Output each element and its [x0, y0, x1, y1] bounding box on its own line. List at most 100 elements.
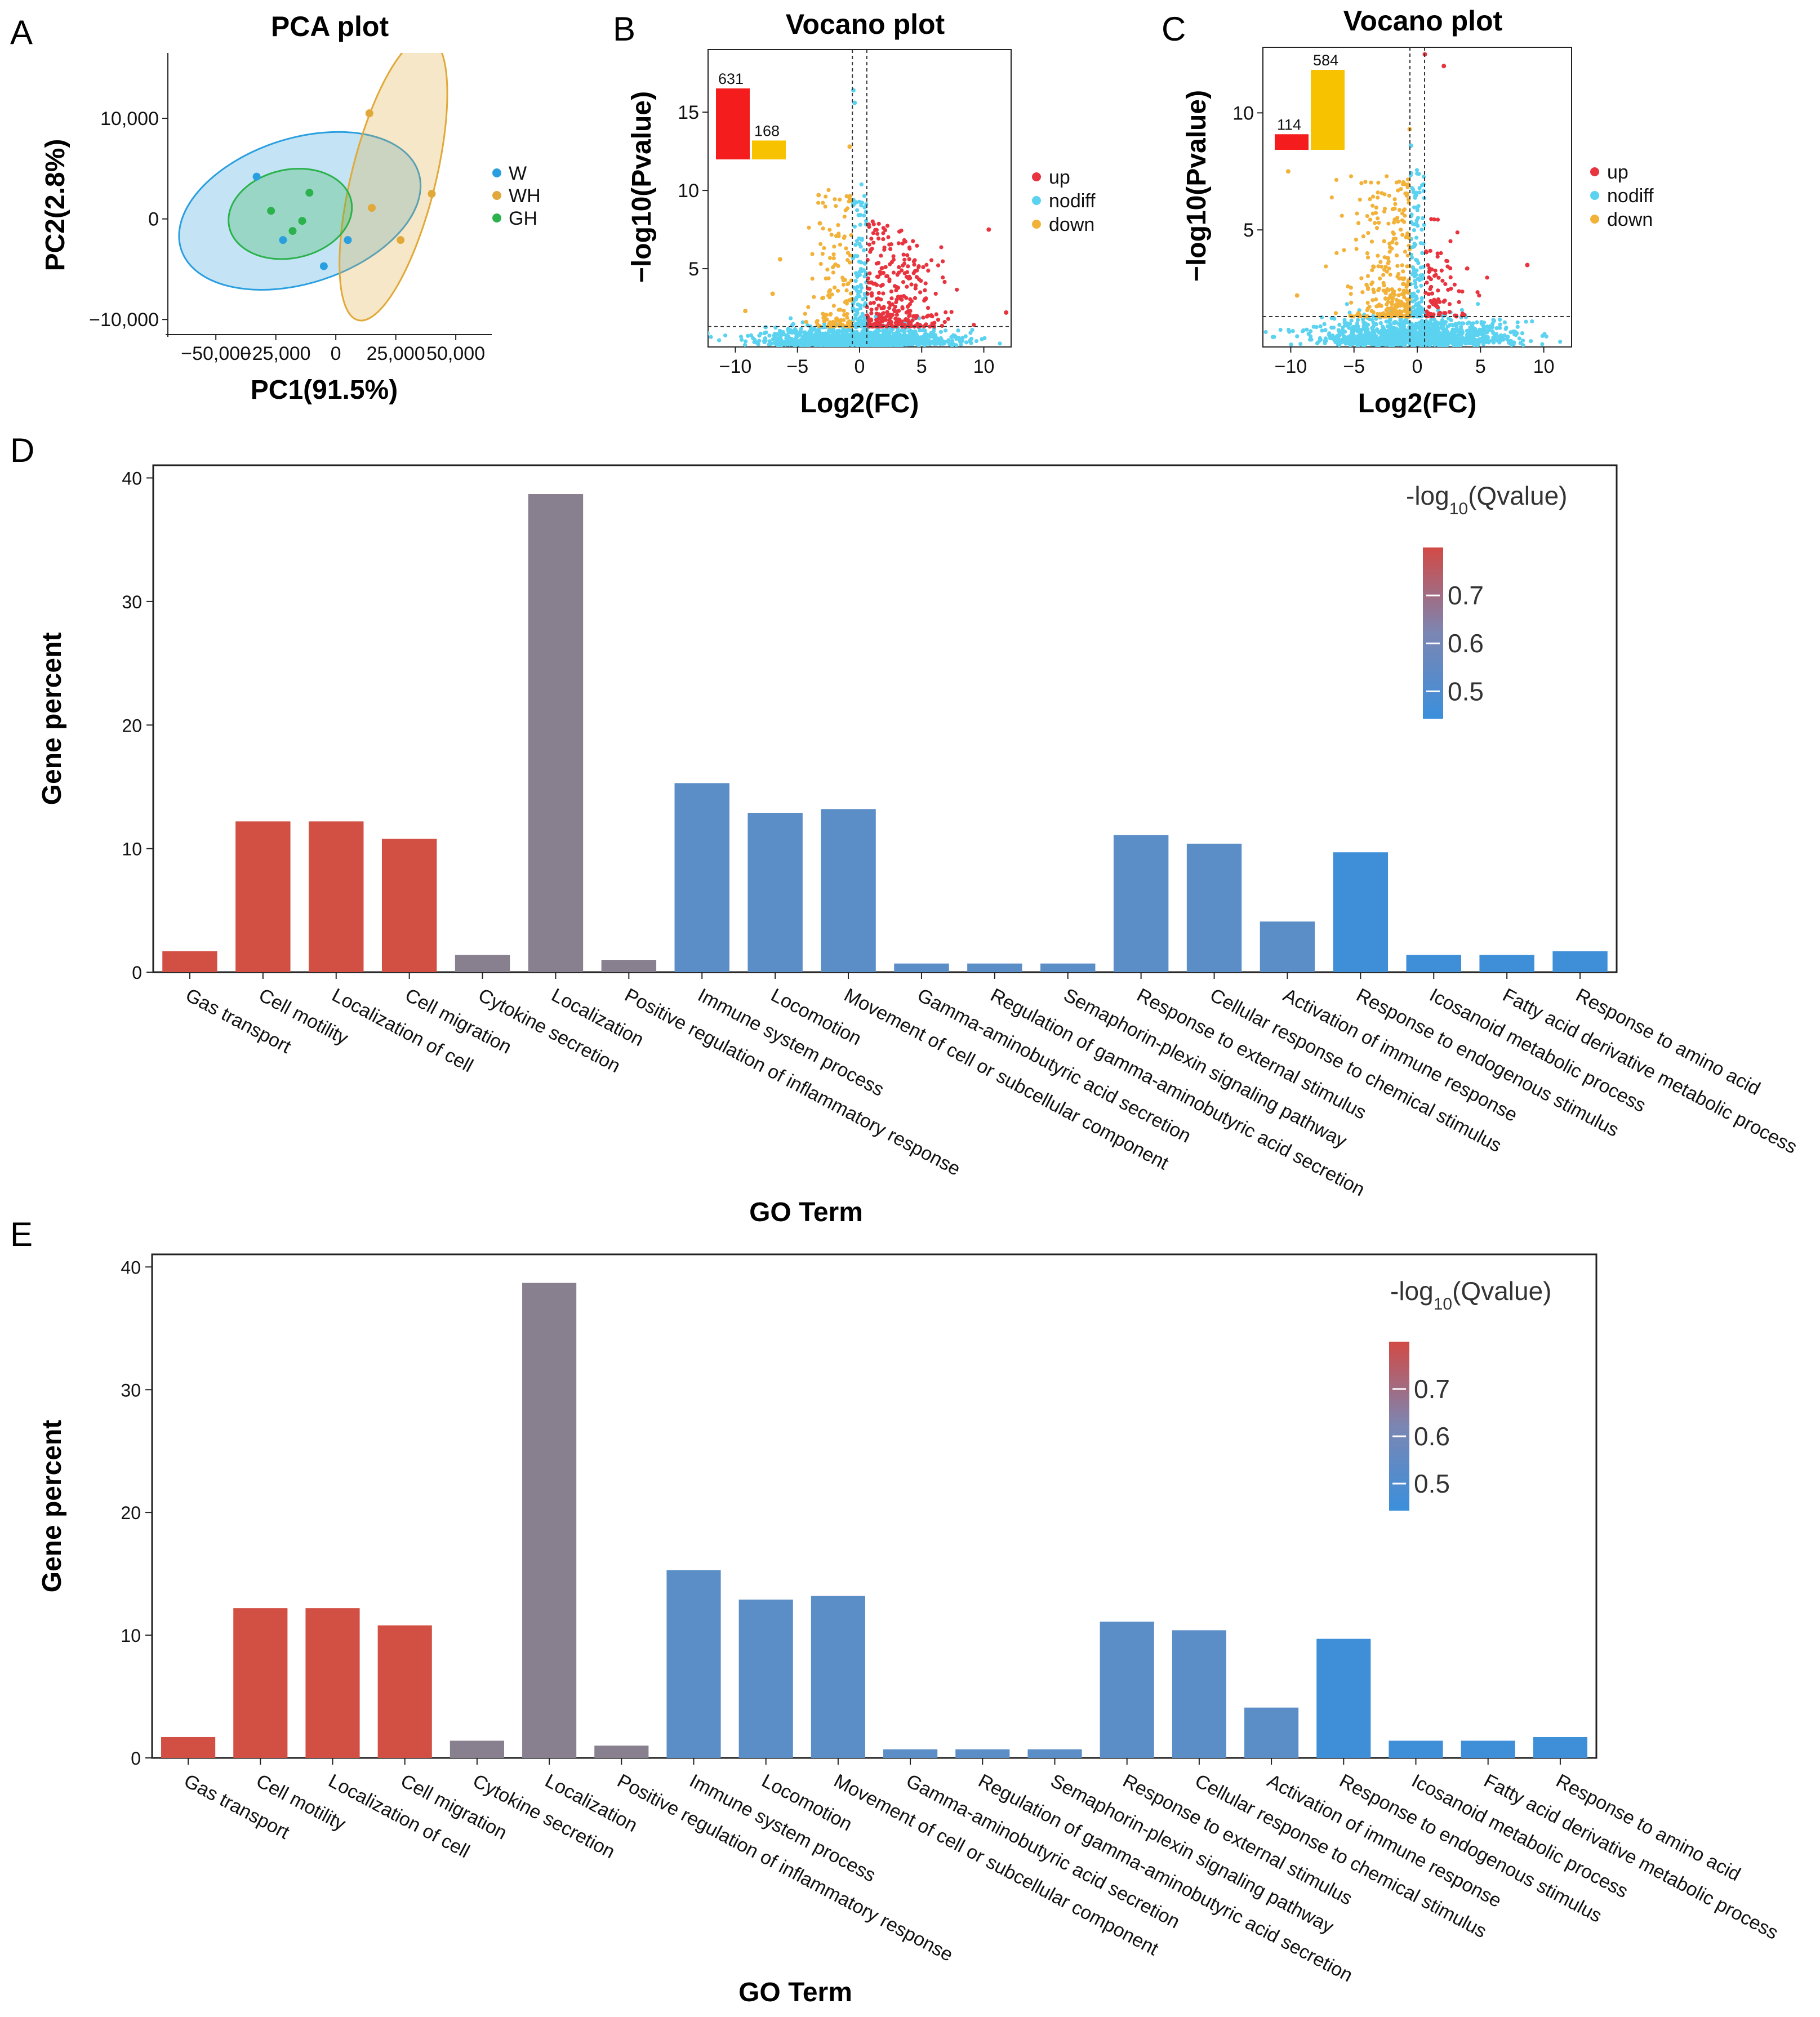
volcano-b-point-down: [803, 311, 807, 316]
volcano-b-point-up: [923, 281, 928, 286]
volcano-c-point-down: [1394, 180, 1399, 185]
pca-y-tick-label: −10,000: [89, 309, 159, 331]
go-e-bar: [594, 1746, 649, 1758]
volcano-c-point-down: [1384, 308, 1389, 313]
volcano-c-point-nodiff: [1413, 279, 1417, 283]
volcano-b-point-nodiff: [809, 333, 813, 337]
volcano-b-point-nodiff: [772, 341, 777, 345]
volcano-b-legend-key-up: [1032, 172, 1041, 181]
volcano-c-point-nodiff: [1498, 317, 1502, 322]
volcano-b-point-down: [838, 242, 843, 247]
go-d-colorbar-title-text: (Qvalue): [1468, 481, 1567, 510]
volcano-b-point-nodiff: [787, 342, 791, 346]
volcano-c-inset-bar-up: [1275, 134, 1309, 150]
volcano-c-point-nodiff: [1399, 334, 1404, 339]
volcano-c-points: [1263, 52, 1563, 347]
volcano-c-point-up: [1427, 275, 1431, 280]
volcano-c-point-nodiff: [1420, 251, 1425, 255]
volcano-b-point-nodiff: [855, 208, 860, 212]
volcano-b-point-nodiff: [860, 324, 864, 329]
volcano-c-point-down: [1360, 290, 1365, 295]
volcano-c-point-nodiff: [1413, 328, 1417, 332]
volcano-b-point-down: [841, 278, 846, 282]
go-d-bar: [162, 951, 217, 972]
pca-ellipse-wh: [339, 53, 448, 322]
volcano-c-point-nodiff: [1400, 337, 1404, 342]
volcano-b-point-down: [822, 319, 826, 323]
volcano-b-x-tick-label: −5: [786, 356, 808, 377]
volcano-c-point-down: [1393, 303, 1398, 308]
go-d-bar: [528, 494, 584, 972]
volcano-c-point-down: [1363, 180, 1368, 184]
volcano-c-point-nodiff: [1429, 318, 1434, 322]
volcano-b-point-nodiff: [840, 329, 845, 333]
volcano-c-point-nodiff: [1470, 326, 1474, 331]
volcano-c-point-highlight: [1525, 262, 1530, 268]
volcano-c-point-nodiff: [1435, 335, 1439, 339]
volcano-c-point-down: [1356, 221, 1361, 225]
volcano-b-point-nodiff: [964, 340, 969, 345]
volcano-c-point-down: [1401, 269, 1405, 274]
volcano-b-y-tick-label: 5: [688, 259, 699, 280]
volcano-b-point-nodiff: [858, 283, 863, 287]
volcano-c-point-down: [1376, 216, 1380, 221]
volcano-b-point-nodiff: [952, 342, 956, 347]
volcano-c-point-up: [1445, 264, 1450, 269]
volcano-c-point-nodiff: [1473, 327, 1478, 331]
volcano-c-point-nodiff: [1558, 340, 1563, 344]
volcano-c-point-down: [1382, 239, 1386, 243]
volcano-c-point-down: [1376, 195, 1380, 200]
volcano-b-point-nodiff: [860, 269, 864, 274]
volcano-c-point-nodiff: [1419, 299, 1424, 304]
volcano-b-point-down: [827, 322, 831, 326]
volcano-c-point-nodiff: [1318, 324, 1323, 328]
volcano-c-x-tick-label: 10: [1533, 356, 1555, 377]
volcano-c-point-nodiff: [1315, 341, 1320, 346]
go-e-colorbar-title-text: (Qvalue): [1452, 1276, 1551, 1306]
volcano-b-point-up: [876, 312, 881, 317]
volcano-b-point-down: [821, 296, 826, 300]
volcano-c-point-down: [1358, 197, 1362, 202]
volcano-c-point-nodiff: [1365, 322, 1370, 327]
volcano-b-y-tick-label: 15: [678, 102, 699, 123]
volcano-c-point-down: [1402, 207, 1407, 212]
volcano-b-point-nodiff: [864, 338, 869, 342]
go-d-bar: [601, 960, 657, 972]
volcano-b-point-up: [881, 237, 885, 242]
volcano-b-point-nodiff: [905, 341, 909, 346]
volcano-b-point-nodiff: [738, 335, 744, 339]
volcano-c-point-nodiff: [1458, 324, 1463, 329]
volcano-c-point-nodiff: [1497, 340, 1502, 345]
volcano-c-point-down: [1401, 282, 1405, 286]
pca-point-w: [319, 262, 328, 270]
volcano-c-point-nodiff: [1472, 337, 1476, 341]
volcano-b-point-up: [906, 318, 910, 322]
go-d-bar: [455, 955, 510, 972]
volcano-b-point-up: [930, 321, 935, 326]
volcano-b-point-up: [871, 241, 876, 245]
volcano-b-legend-label-down: down: [1049, 214, 1094, 235]
go-e-bar: [1461, 1740, 1515, 1758]
volcano-c-point-down: [1365, 255, 1370, 260]
volcano-c-point-nodiff: [1364, 337, 1368, 341]
volcano-b-point-nodiff: [858, 212, 863, 217]
go-e-colorbar-tick-label: 0.7: [1414, 1374, 1450, 1404]
volcano-c-point-nodiff: [1444, 327, 1448, 332]
volcano-c-x-tick-label: 5: [1475, 356, 1486, 377]
volcano-b-point-up: [912, 262, 916, 267]
volcano-c-point-nodiff: [1278, 327, 1283, 332]
volcano-c-point-down: [1405, 253, 1410, 258]
volcano-c-point-up: [1427, 305, 1431, 309]
volcano-b-point-highlight: [743, 309, 748, 314]
go-e-bar: [1389, 1740, 1443, 1758]
volcano-b-point-down: [838, 308, 843, 312]
volcano-c-point-nodiff: [1410, 265, 1415, 270]
volcano-c-point-nodiff: [1486, 327, 1490, 332]
volcano-c-point-nodiff: [1384, 319, 1389, 324]
volcano-c-point-nodiff: [1507, 340, 1511, 345]
volcano-c-point-up: [1429, 217, 1434, 221]
volcano-b-point-down: [842, 214, 847, 219]
volcano-c-point-nodiff: [1397, 341, 1401, 345]
volcano-c-point-up: [1429, 313, 1433, 318]
volcano-c-point-down: [1407, 305, 1412, 309]
